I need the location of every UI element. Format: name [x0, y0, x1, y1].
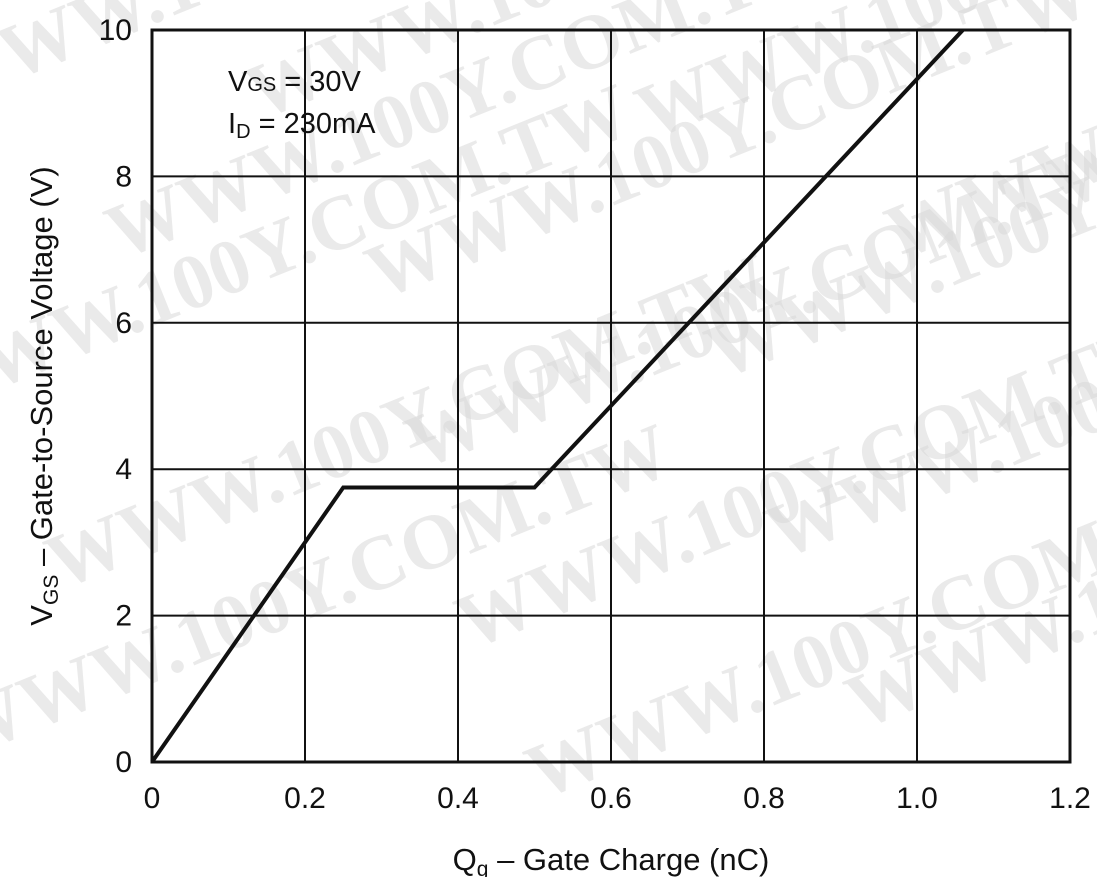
x-tick-labels: 0 0.2 0.4 0.6 0.8 1.0 1.2	[144, 782, 1091, 815]
x-axis-label: Qg – Gate Charge (nC)	[453, 842, 770, 877]
y-tick-label: 6	[115, 307, 132, 340]
x-tick-label: 0.6	[590, 782, 632, 815]
watermark-layer: WWW.100Y.COM.TWWWW.100Y.COM.TWWWW.100Y.C…	[0, 0, 1097, 816]
x-tick-label: 0.8	[743, 782, 785, 815]
annotation-id: ID = 230mA	[228, 108, 376, 143]
annotation-vgs: VGS = 30V	[228, 66, 362, 98]
x-tick-label: 1.2	[1049, 782, 1091, 815]
y-tick-label: 2	[115, 600, 132, 633]
y-tick-label: 10	[99, 14, 132, 47]
y-tick-labels: 0 2 4 6 8 10	[99, 14, 132, 779]
x-tick-label: 0.2	[284, 782, 326, 815]
y-axis-label: VGS – Gate-to-Source Voltage (V)	[24, 166, 63, 625]
y-tick-label: 4	[115, 453, 132, 486]
x-tick-label: 0.4	[437, 782, 479, 815]
y-tick-label: 8	[115, 160, 132, 193]
grid-lines	[152, 30, 1070, 762]
x-tick-label: 1.0	[896, 782, 938, 815]
series-layer	[150, 28, 965, 764]
series-line	[150, 28, 965, 764]
y-tick-label: 0	[115, 746, 132, 779]
x-tick-label: 0	[144, 782, 161, 815]
